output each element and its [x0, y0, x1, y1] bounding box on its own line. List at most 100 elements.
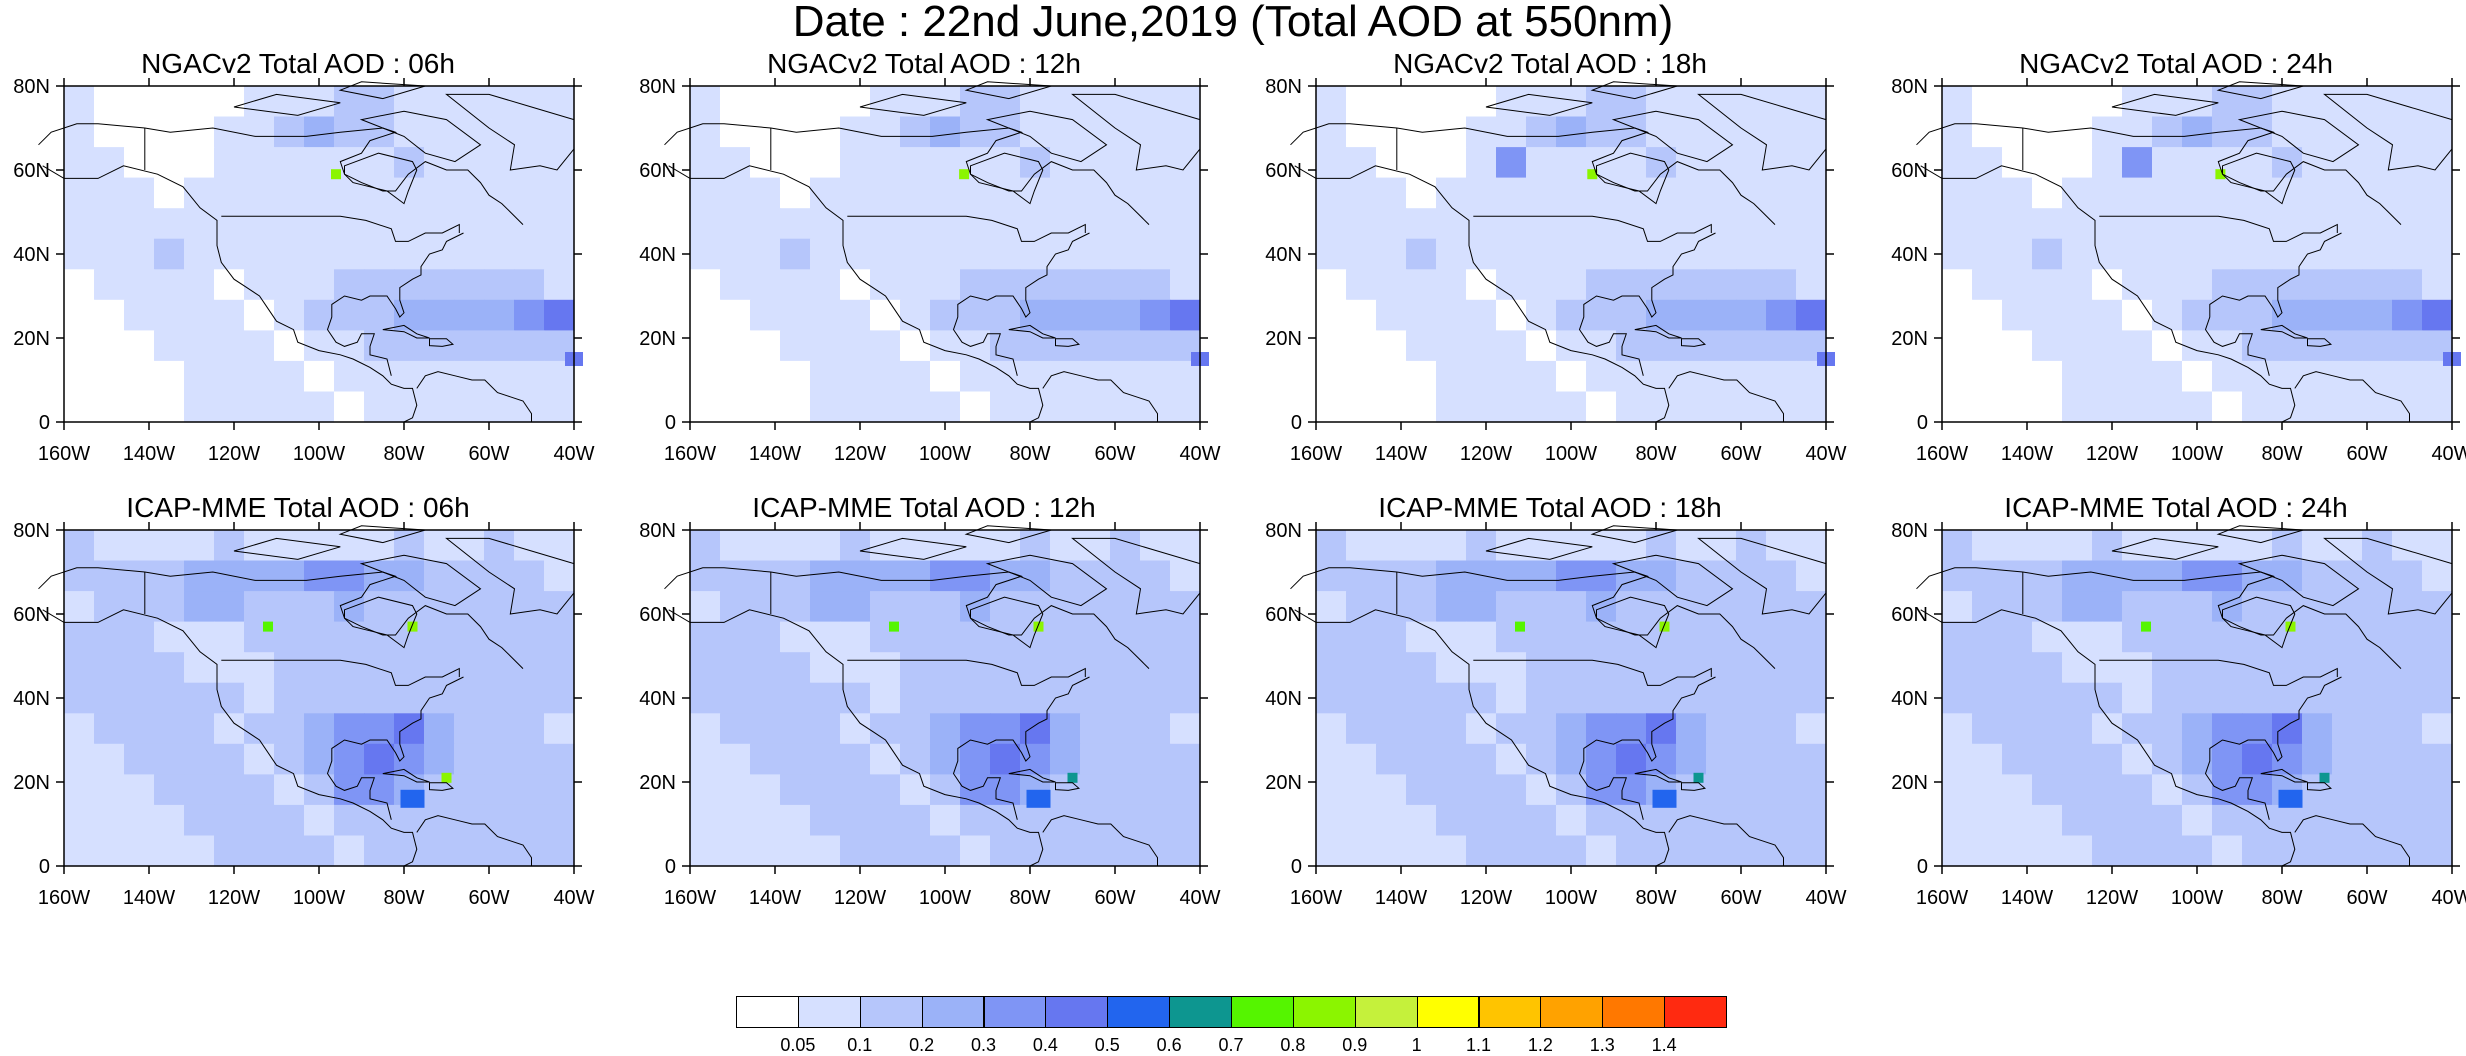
aod-cell — [94, 804, 125, 836]
aod-cell — [484, 330, 515, 362]
aod-cell — [454, 116, 485, 148]
aod-cell — [1526, 743, 1557, 775]
aod-cell — [1140, 238, 1171, 270]
coastline — [952, 232, 1090, 376]
aod-cell — [1942, 835, 1973, 867]
lat-label: 80N — [13, 520, 50, 542]
aod-cell — [1676, 530, 1707, 562]
aod-cell — [2332, 330, 2363, 362]
aod-cell — [2212, 652, 2243, 684]
lon-label: 140W — [123, 443, 175, 465]
aod-cell — [2182, 621, 2213, 653]
aod-cell — [780, 391, 811, 423]
aod-cell — [1140, 743, 1171, 775]
aod-cell — [720, 774, 751, 806]
aod-cell — [2392, 208, 2423, 240]
aod-cell — [64, 560, 95, 592]
aod-cell — [1110, 530, 1141, 562]
aod-cell — [2002, 530, 2033, 562]
aod-cell — [1406, 269, 1437, 301]
aod-cell — [1170, 591, 1201, 623]
aod-cell — [900, 560, 931, 592]
aod-cell — [1436, 269, 1467, 301]
aod-cell — [544, 208, 575, 240]
map-panel: ICAP-MME Total AOD : 06h 80N 60N 40N 20N 0 160… — [0, 494, 594, 910]
aod-cell — [2212, 391, 2243, 423]
aod-cell — [334, 177, 365, 209]
aod-cell — [2362, 147, 2393, 179]
aod-cell — [334, 391, 365, 423]
aod-cell — [484, 835, 515, 867]
aod-cell — [810, 238, 841, 270]
aod-cell — [394, 360, 425, 392]
lat-label: 20N — [1891, 328, 1928, 350]
aod-cell — [94, 530, 125, 562]
aod-cell — [2212, 238, 2243, 270]
aod-cell — [870, 147, 901, 179]
aod-cell — [1466, 804, 1497, 836]
aod-cell — [960, 743, 991, 775]
aod-cell — [960, 360, 991, 392]
aod-cell — [750, 530, 781, 562]
aod-cell — [484, 177, 515, 209]
aod-cell — [274, 391, 305, 423]
aod-cell — [870, 177, 901, 209]
coastline — [445, 93, 575, 171]
coastline — [1681, 338, 1707, 347]
aod-cell — [720, 147, 751, 179]
aod-cell — [484, 299, 515, 331]
aod-cell — [2062, 238, 2093, 270]
lon-label: 140W — [1375, 443, 1427, 465]
aod-cell — [1676, 177, 1707, 209]
aod-cell — [2032, 621, 2063, 653]
aod-cell — [2002, 391, 2033, 423]
aod-cell — [2332, 177, 2363, 209]
coastline — [1668, 371, 1784, 422]
aod-hotspot — [1515, 621, 1525, 632]
aod-cell — [2392, 530, 2423, 562]
aod-cell — [64, 116, 95, 148]
aod-cell — [2062, 86, 2093, 118]
aod-cell — [304, 682, 335, 714]
aod-cell — [960, 682, 991, 714]
aod-cell — [2362, 86, 2393, 118]
aod-cell — [2392, 238, 2423, 270]
aod-cell — [2092, 713, 2123, 745]
aod-cell — [1110, 208, 1141, 240]
coastline — [847, 659, 1086, 686]
aod-cell — [1526, 591, 1557, 623]
aod-cell — [960, 774, 991, 806]
aod-cell — [2392, 177, 2423, 209]
aod-cell — [750, 774, 781, 806]
aod-cell — [2332, 560, 2363, 592]
lon-label: 60W — [1094, 443, 1135, 465]
aod-cell — [1436, 360, 1467, 392]
aod-cell — [870, 774, 901, 806]
aod-cell — [870, 360, 901, 392]
aod-cell — [1676, 208, 1707, 240]
aod-cell — [870, 269, 901, 301]
aod-cell — [244, 713, 275, 745]
aod-cell — [274, 269, 305, 301]
aod-cell — [1110, 330, 1141, 362]
aod-cell — [1766, 147, 1797, 179]
aod-cell — [1406, 835, 1437, 867]
aod-cell — [1466, 743, 1497, 775]
aod-cell — [1796, 177, 1827, 209]
aod-cell — [2362, 621, 2393, 653]
colorbar-swatch — [1664, 996, 1727, 1028]
aod-cell — [1796, 621, 1827, 653]
aod-cell — [1972, 774, 2003, 806]
aod-cell — [1110, 835, 1141, 867]
lat-label: 0 — [1917, 856, 1928, 878]
aod-cell — [1766, 713, 1797, 745]
aod-cell — [930, 269, 961, 301]
aod-cell — [1526, 560, 1557, 592]
panel-title: ICAP-MME Total AOD : 24h — [2004, 492, 2348, 523]
aod-cell — [2212, 804, 2243, 836]
aod-cell — [1466, 147, 1497, 179]
coastline — [859, 537, 967, 560]
aod-cell — [1316, 269, 1347, 301]
aod-cell — [1376, 360, 1407, 392]
